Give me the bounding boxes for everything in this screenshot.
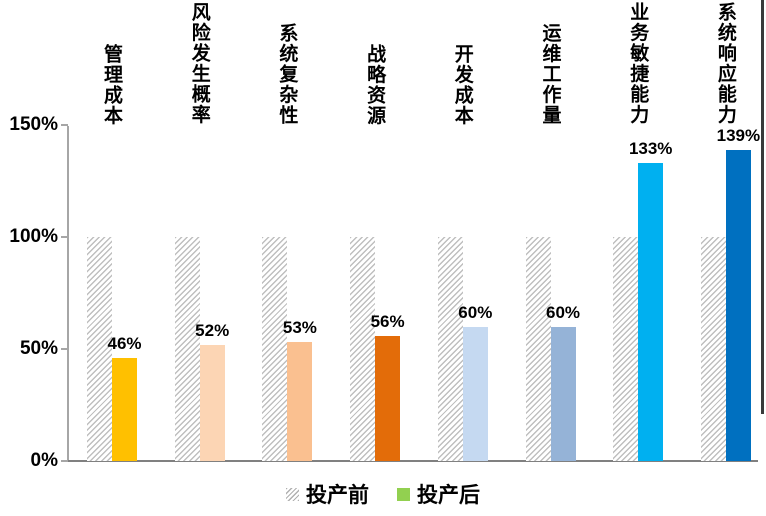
- category-label: 风险发生概率: [188, 2, 210, 126]
- bar-value-label: 56%: [370, 311, 405, 331]
- bar-after: [375, 335, 401, 461]
- y-axis-line: [67, 126, 69, 462]
- y-tick-label: 100%: [9, 226, 58, 247]
- bar-before: [350, 237, 376, 461]
- bar-before: [87, 237, 112, 461]
- y-tick-mark: [61, 124, 68, 126]
- category-label: 战略资源: [364, 43, 386, 126]
- category-label: 系统复杂性: [276, 23, 298, 126]
- bar-value-label: 53%: [282, 318, 317, 338]
- category-label: 系统响应能力: [714, 2, 736, 126]
- legend-swatch-before-hatched: [286, 487, 299, 501]
- legend: 投产前 投产后: [0, 479, 766, 509]
- bar-after: [638, 163, 664, 461]
- category-label: 运维工作量: [539, 23, 561, 126]
- bar-value-label: 133%: [628, 139, 673, 159]
- category-label: 开发成本: [451, 43, 473, 126]
- bar-before: [525, 237, 551, 461]
- y-tick-mark: [61, 460, 68, 462]
- y-tick-mark: [61, 348, 68, 350]
- y-tick-mark: [61, 236, 68, 238]
- bar-after: [550, 326, 576, 461]
- y-tick-label: 50%: [19, 338, 58, 359]
- legend-label-before: 投产前: [306, 484, 369, 507]
- x-axis-baseline: [67, 460, 758, 462]
- bar-before: [437, 237, 463, 461]
- category-label: 管理成本: [101, 43, 122, 126]
- bar-value-label: 60%: [458, 302, 493, 322]
- bar-before: [262, 237, 288, 461]
- bar-after: [462, 326, 488, 461]
- bar-after: [725, 149, 751, 461]
- right-border-line: [761, 0, 764, 414]
- y-tick-label: 150%: [9, 114, 58, 135]
- bar-value-label: 139%: [716, 125, 761, 145]
- bar-value-label: 52%: [195, 320, 230, 340]
- bar-after: [199, 344, 225, 461]
- legend-label-after: 投产后: [417, 484, 480, 507]
- bar-value-label: 46%: [107, 333, 142, 353]
- bar-before: [700, 237, 726, 461]
- y-tick-label: 0%: [30, 450, 58, 471]
- legend-swatch-after-green: [397, 487, 410, 501]
- bar-before: [174, 237, 200, 461]
- category-label: 业务敏捷能力: [627, 2, 649, 126]
- bar-after: [112, 357, 137, 461]
- bar-after: [287, 342, 313, 461]
- bar-value-label: 60%: [545, 302, 581, 322]
- bar-before: [613, 237, 639, 461]
